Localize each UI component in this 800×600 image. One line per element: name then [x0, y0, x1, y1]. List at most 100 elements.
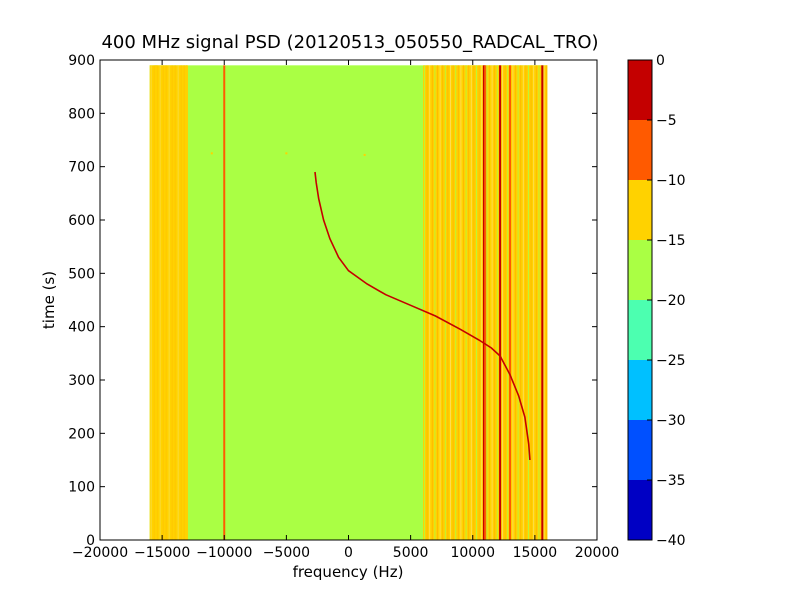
heatmap-stripe	[533, 65, 535, 540]
heatmap-stripe	[439, 65, 441, 540]
chirp-trace	[314, 171, 531, 461]
y-tick-label: 900	[68, 53, 95, 69]
x-tick-label: 20000	[575, 545, 620, 561]
colorbar-segment	[628, 180, 652, 240]
heatmap-stripe	[520, 65, 522, 540]
heatmap-stripe	[525, 65, 527, 540]
plot-area: −20000 −15000 −10000 −5000 0 5000 10000 15000 20…	[68, 53, 619, 561]
x-tick-label: 0	[344, 545, 353, 561]
y-tick-label: 700	[68, 160, 95, 176]
signal-dot	[363, 153, 366, 156]
heatmap-stripe	[470, 65, 472, 540]
heatmap-stripe	[455, 65, 457, 540]
heatmap-stripe	[153, 65, 155, 540]
heatmap-stripe	[494, 65, 496, 540]
heatmap-stripe	[463, 65, 464, 540]
y-axis-ticks: 0 100 200 300 400 500 600 700 800 900	[68, 53, 597, 549]
y-tick-label: 200	[68, 426, 95, 442]
heatmap-image	[149, 65, 548, 540]
heatmap-stripe	[489, 65, 490, 540]
y-tick-label: 300	[68, 373, 95, 389]
heatmap-stripe	[431, 65, 433, 540]
y-tick-label: 400	[68, 320, 95, 336]
colorbar-segment	[628, 480, 652, 540]
heatmap-stripe	[515, 65, 516, 540]
heatmap-stripe	[434, 65, 436, 540]
heatmap-stripe	[165, 65, 167, 540]
heatmap-stripe	[468, 65, 470, 540]
colorbar-tick-label: −35	[656, 473, 686, 489]
colorbar-tick-label: 0	[656, 53, 665, 69]
heatmap-stripe	[442, 65, 444, 540]
heatmap-stripe	[180, 65, 182, 540]
colorbar-tick-label: −30	[656, 413, 686, 429]
y-tick-label: 0	[86, 533, 95, 549]
heatmap-stripe	[476, 65, 477, 540]
colorbar-segment	[628, 420, 652, 480]
colorbar-tick-label: −10	[656, 173, 686, 189]
heatmap-stripe	[491, 65, 493, 540]
heatmap-stripe	[535, 65, 537, 540]
signal-dot	[210, 152, 213, 155]
x-tick-label: −10000	[196, 545, 252, 561]
x-axis-label: frequency (Hz)	[293, 563, 404, 581]
heatmap-stripe	[502, 65, 503, 540]
colorbar-segment	[628, 300, 652, 360]
y-tick-label: 100	[68, 480, 95, 496]
heatmap-stripe	[162, 65, 164, 540]
heatmap-stripe	[437, 65, 438, 540]
heatmap-stripe	[457, 65, 459, 540]
x-tick-label: 15000	[513, 545, 558, 561]
heatmap-stripe	[447, 65, 449, 540]
heatmap-stripe	[159, 65, 161, 540]
heatmap-stripe	[543, 65, 545, 540]
y-tick-label: 500	[68, 266, 95, 282]
heatmap-stripe	[177, 65, 179, 540]
heatmap-stripe	[486, 65, 488, 540]
heatmap-stripe	[452, 65, 454, 540]
colorbar-tick-label: −5	[656, 113, 677, 129]
signal-line	[499, 65, 502, 540]
colorbar-tick-label: −25	[656, 353, 686, 369]
y-tick-label: 600	[68, 213, 95, 229]
heatmap-stripe	[429, 65, 431, 540]
chart-title: 400 MHz signal PSD (20120513_050550_RADC…	[101, 32, 598, 53]
heatmap-stripe	[168, 65, 170, 540]
signal-line	[223, 65, 226, 540]
y-tick-label: 800	[68, 106, 95, 122]
x-tick-label: 5000	[393, 545, 429, 561]
signal-line	[482, 65, 485, 540]
heatmap-stripe	[426, 65, 428, 540]
heatmap-stripe	[171, 65, 173, 540]
heatmap-stripe	[473, 65, 475, 540]
colorbar-segment	[628, 240, 652, 300]
heatmap-stripe	[496, 65, 498, 540]
heatmap-stripe	[546, 65, 548, 540]
x-axis-ticks: −20000 −15000 −10000 −5000 0 5000 10000 15000 20…	[72, 60, 619, 561]
heatmap-stripe	[174, 65, 176, 540]
signal-dot	[285, 152, 288, 155]
heatmap-stripe	[183, 65, 185, 540]
heatmap-stripe	[450, 65, 451, 540]
heatmap-stripe	[481, 65, 483, 540]
x-tick-label: −15000	[134, 545, 190, 561]
heatmap-stripe	[530, 65, 532, 540]
signal-line	[154, 65, 157, 540]
heatmap-stripe	[512, 65, 514, 540]
colorbar-tick-label: −40	[656, 533, 686, 549]
x-tick-label: −20000	[72, 545, 128, 561]
heatmap-stripe	[424, 65, 425, 540]
heatmap-stripe	[478, 65, 480, 540]
colorbar-tick-label: −15	[656, 233, 686, 249]
colorbar-segment	[628, 60, 652, 120]
heatmap-stripe	[528, 65, 529, 540]
heatmap-stripe	[504, 65, 506, 540]
heatmap-stripe	[507, 65, 509, 540]
heatmap-stripe	[465, 65, 467, 540]
heatmap-stripe	[517, 65, 519, 540]
y-axis-label: time (s)	[40, 271, 58, 329]
x-tick-label: −5000	[263, 545, 310, 561]
signal-line	[484, 65, 487, 540]
heatmap-stripe	[538, 65, 540, 540]
